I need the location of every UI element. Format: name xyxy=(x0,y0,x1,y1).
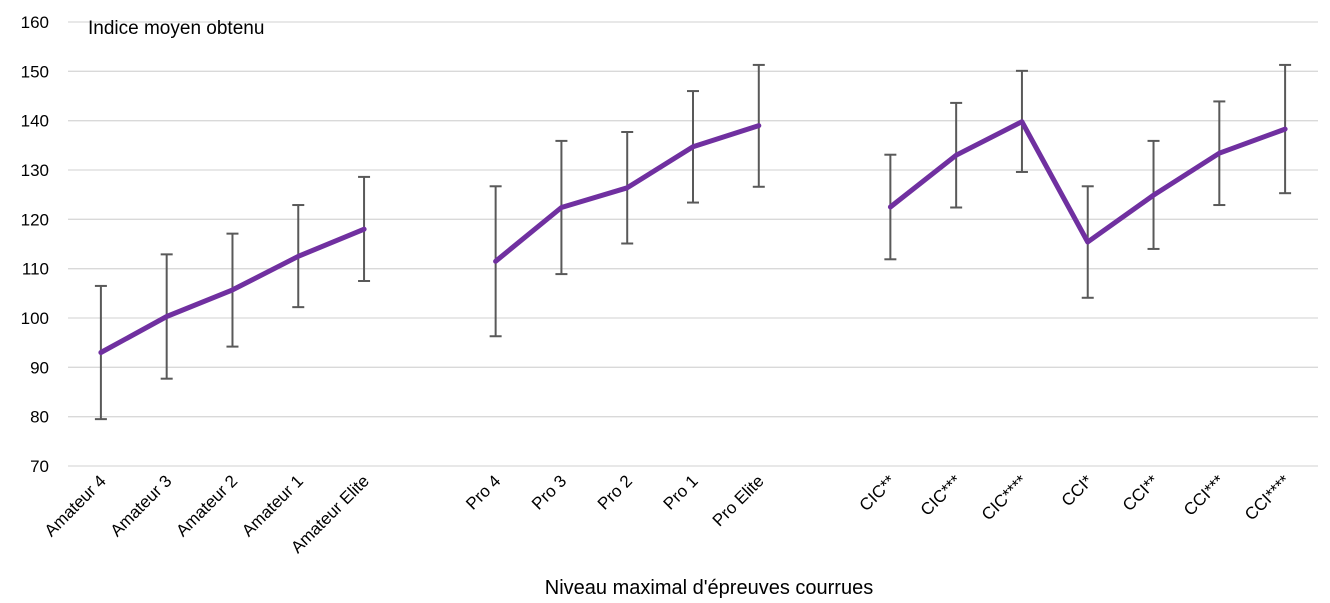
y-tick-label: 110 xyxy=(22,260,49,279)
x-tick-label: Pro Elite xyxy=(709,471,768,530)
y-tick-label: 140 xyxy=(21,112,49,131)
y-tick-label: 150 xyxy=(21,62,49,81)
y-tick-label: 70 xyxy=(30,457,49,476)
y-tick-label: 80 xyxy=(30,408,49,427)
x-tick-label: CCI**** xyxy=(1241,471,1294,524)
y-tick-label: 100 xyxy=(21,309,49,328)
error-bars xyxy=(94,63,1292,421)
series-line xyxy=(98,226,367,355)
x-tick-label: Amateur 4 xyxy=(41,471,110,540)
y-tick-label: 160 xyxy=(21,13,49,32)
x-tick-label: CCI*** xyxy=(1180,471,1228,519)
y-axis-label: Indice moyen obtenu xyxy=(88,18,264,39)
x-tick-label: Amateur 1 xyxy=(238,471,307,540)
x-tick-label: Pro 3 xyxy=(528,471,570,513)
x-tick-label: Amateur 3 xyxy=(107,471,176,540)
x-tick-label: CIC**** xyxy=(978,471,1031,524)
x-tick-label: Amateur 2 xyxy=(172,471,241,540)
gridlines xyxy=(68,21,1318,467)
y-tick-label: 130 xyxy=(21,161,49,180)
series-line xyxy=(887,119,1288,245)
x-tick-label: Pro 2 xyxy=(594,471,636,513)
y-tick-label: 90 xyxy=(30,358,49,377)
x-tick-label: CCI* xyxy=(1058,471,1097,510)
x-tick-label: CCI** xyxy=(1119,471,1163,515)
x-tick-label: Pro 4 xyxy=(462,471,504,513)
x-axis-label: Niveau maximal d'épreuves courrues xyxy=(545,577,873,599)
x-tick-label: CIC*** xyxy=(917,471,965,519)
x-tick-label: Pro 1 xyxy=(660,471,702,513)
x-tick-label: CIC** xyxy=(856,471,900,515)
y-axis-ticks: 70 80 90 100 110 120 130 140 150 160 xyxy=(21,13,49,476)
series-line xyxy=(493,123,762,264)
y-tick-label: 120 xyxy=(21,210,49,229)
series-lines xyxy=(98,119,1288,355)
